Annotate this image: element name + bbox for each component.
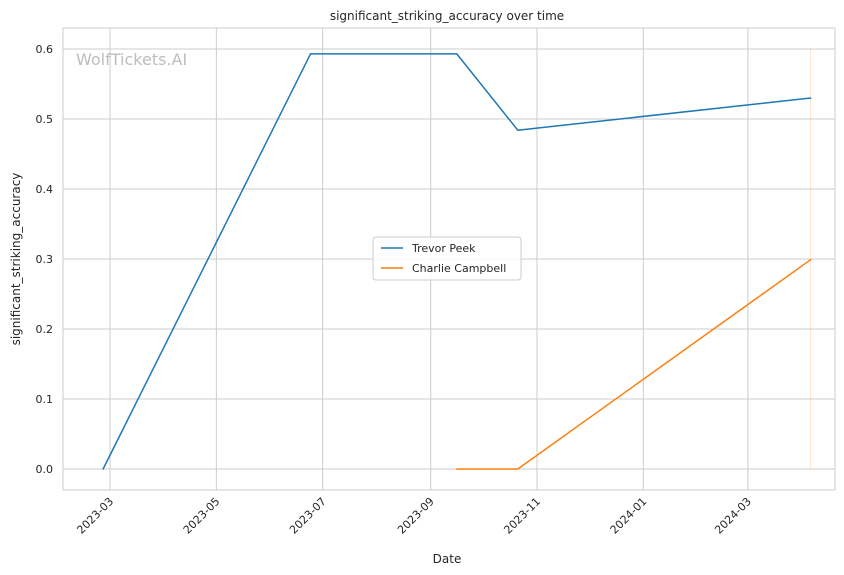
watermark: WolfTickets.AI — [76, 50, 187, 69]
x-axis-label: Date — [433, 552, 462, 566]
data-point-trevor-peek — [456, 53, 458, 55]
y-tick-label: 0.4 — [36, 183, 54, 196]
series-layer — [102, 53, 812, 470]
y-tick-label: 0.2 — [36, 323, 54, 336]
y-axis-label: significant_striking_accuracy — [9, 173, 23, 346]
plot-area — [62, 27, 836, 491]
legend-label-trevor-peek: Trevor Peek — [411, 242, 476, 255]
data-point-charlie-campbell — [517, 468, 519, 470]
data-point-charlie-campbell — [456, 468, 458, 470]
grid — [63, 28, 835, 490]
y-tick-label: 0.3 — [36, 253, 54, 266]
y-tick-label: 0.1 — [36, 393, 54, 406]
data-point-trevor-peek — [809, 97, 812, 99]
data-point-charlie-campbell — [809, 258, 812, 261]
data-point-trevor-peek — [517, 129, 519, 131]
y-tick-label: 0.0 — [36, 463, 54, 476]
data-point-trevor-peek — [309, 53, 312, 55]
legend-box — [372, 236, 522, 281]
legend: Trevor Peek Charlie Campbell — [372, 236, 522, 281]
legend-label-charlie-campbell: Charlie Campbell — [412, 262, 506, 275]
data-point-trevor-peek — [102, 468, 104, 470]
y-tick-label: 0.6 — [36, 43, 54, 56]
chart-title: significant_striking_accuracy over time — [330, 9, 564, 23]
y-tick-label: 0.5 — [36, 113, 54, 126]
